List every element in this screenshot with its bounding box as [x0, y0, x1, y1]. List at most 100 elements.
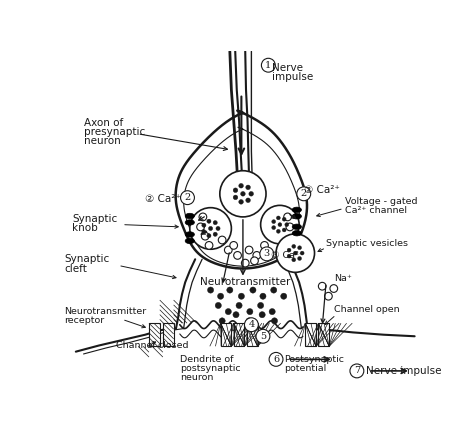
Circle shape: [227, 287, 233, 293]
Text: 1: 1: [265, 61, 272, 70]
Text: Channel closed: Channel closed: [116, 341, 188, 350]
Circle shape: [261, 205, 299, 244]
Ellipse shape: [185, 232, 194, 237]
Circle shape: [287, 248, 291, 252]
Circle shape: [247, 309, 253, 315]
Circle shape: [253, 252, 261, 259]
Circle shape: [209, 226, 213, 231]
Circle shape: [205, 241, 213, 249]
Text: Axon of: Axon of: [83, 118, 123, 128]
Circle shape: [201, 232, 209, 240]
Circle shape: [256, 329, 270, 343]
Circle shape: [213, 220, 217, 225]
Circle shape: [234, 252, 241, 259]
Circle shape: [286, 223, 294, 231]
Circle shape: [207, 219, 211, 223]
Circle shape: [282, 228, 286, 232]
Circle shape: [246, 318, 252, 324]
Circle shape: [292, 258, 296, 262]
Circle shape: [213, 232, 217, 236]
Circle shape: [276, 216, 280, 220]
Ellipse shape: [292, 231, 301, 236]
Text: neuron: neuron: [83, 137, 120, 146]
Ellipse shape: [185, 220, 194, 225]
Circle shape: [208, 287, 214, 293]
Circle shape: [261, 241, 268, 249]
Circle shape: [215, 302, 221, 309]
Circle shape: [181, 191, 194, 205]
Bar: [149, 323, 160, 346]
Circle shape: [220, 171, 266, 217]
Circle shape: [261, 58, 275, 72]
Text: Nerve impulse: Nerve impulse: [366, 366, 442, 376]
Text: Neurotransmitter: Neurotransmitter: [200, 277, 291, 287]
Text: Na⁺: Na⁺: [334, 274, 352, 283]
Circle shape: [239, 184, 243, 188]
Circle shape: [246, 198, 250, 202]
Circle shape: [292, 244, 296, 248]
Circle shape: [202, 223, 206, 227]
Text: postsynaptic: postsynaptic: [180, 364, 240, 373]
Bar: [247, 323, 257, 346]
Text: impulse: impulse: [272, 72, 313, 82]
Circle shape: [293, 251, 297, 255]
Ellipse shape: [292, 224, 301, 229]
Circle shape: [197, 223, 204, 231]
Text: Synaptic: Synaptic: [72, 214, 117, 224]
Bar: [220, 323, 231, 346]
Circle shape: [259, 312, 265, 318]
Circle shape: [233, 312, 239, 318]
Ellipse shape: [292, 214, 301, 219]
Circle shape: [300, 251, 304, 255]
Circle shape: [269, 309, 275, 315]
Text: Postsynaptic: Postsynaptic: [284, 355, 344, 364]
Circle shape: [236, 302, 242, 309]
Text: ② Ca²⁺: ② Ca²⁺: [304, 185, 340, 195]
Bar: [319, 323, 329, 346]
Circle shape: [298, 246, 301, 250]
Ellipse shape: [185, 238, 194, 244]
Text: 6: 6: [273, 355, 279, 364]
Circle shape: [272, 220, 275, 223]
Circle shape: [260, 293, 266, 299]
Circle shape: [271, 287, 277, 293]
Circle shape: [219, 236, 226, 244]
Text: neuron: neuron: [180, 373, 213, 382]
Text: Dendrite of: Dendrite of: [180, 355, 233, 364]
Circle shape: [285, 223, 289, 226]
Circle shape: [241, 191, 245, 196]
Ellipse shape: [292, 207, 301, 213]
Text: presynaptic: presynaptic: [83, 127, 145, 137]
Circle shape: [250, 287, 256, 293]
Text: Synaptic: Synaptic: [64, 254, 109, 264]
Text: Synaptic vesicles: Synaptic vesicles: [326, 239, 408, 248]
Text: Nerve: Nerve: [272, 63, 303, 73]
Circle shape: [251, 257, 258, 265]
Circle shape: [269, 352, 283, 366]
Text: ③ Ca²⁺: ③ Ca²⁺: [272, 251, 304, 260]
Text: knob: knob: [72, 223, 98, 233]
Circle shape: [276, 234, 315, 272]
Circle shape: [207, 234, 211, 238]
Text: Neurotransmitter: Neurotransmitter: [64, 307, 146, 316]
Bar: [234, 323, 245, 346]
Circle shape: [287, 254, 291, 258]
Text: 7: 7: [354, 366, 360, 375]
Circle shape: [276, 229, 280, 233]
Bar: [163, 323, 173, 346]
Circle shape: [281, 293, 287, 299]
Circle shape: [238, 293, 245, 299]
Circle shape: [233, 188, 238, 193]
Circle shape: [246, 185, 250, 190]
Circle shape: [190, 208, 231, 249]
Circle shape: [325, 292, 332, 300]
Circle shape: [330, 285, 337, 292]
Circle shape: [202, 229, 206, 234]
Text: receptor: receptor: [64, 316, 105, 325]
Circle shape: [278, 223, 282, 226]
Circle shape: [284, 213, 292, 221]
Circle shape: [260, 247, 273, 261]
Text: 4: 4: [248, 320, 255, 329]
Circle shape: [233, 195, 238, 200]
Bar: [305, 323, 316, 346]
